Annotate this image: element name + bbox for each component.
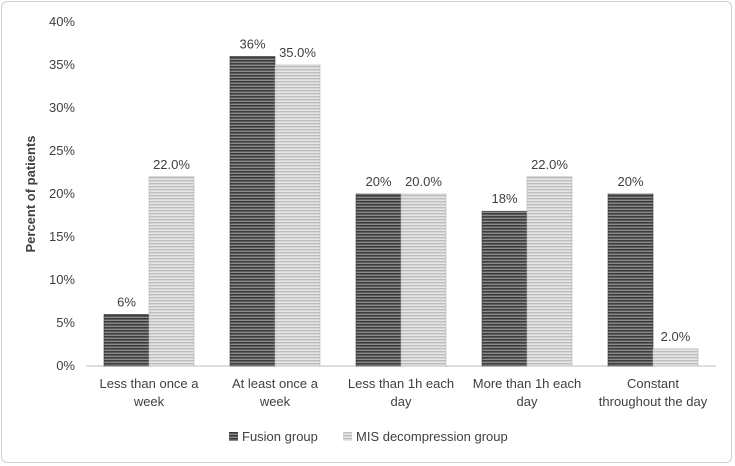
y-tick-label: 20% bbox=[49, 186, 75, 201]
y-tick-label: 40% bbox=[49, 14, 75, 29]
bar-mis-0 bbox=[148, 176, 195, 367]
y-tick-label: 5% bbox=[56, 315, 75, 330]
y-tick-label: 35% bbox=[49, 57, 75, 72]
data-label: 35.0% bbox=[279, 45, 316, 60]
bar-mis-3 bbox=[526, 176, 573, 367]
category-label: throughout the day bbox=[599, 394, 708, 409]
legend-label: Fusion group bbox=[242, 429, 318, 444]
data-label: 20.0% bbox=[405, 174, 442, 189]
bar-fusion-4 bbox=[607, 193, 654, 367]
category-labels: Less than once a week At least once a week L… bbox=[99, 376, 707, 409]
data-label: 36% bbox=[239, 36, 265, 51]
data-label: 2.0% bbox=[661, 329, 691, 344]
bar-mis-2 bbox=[400, 193, 447, 367]
data-label: 20% bbox=[617, 174, 643, 189]
y-tick-label: 25% bbox=[49, 143, 75, 158]
y-axis-label: Percent of patients bbox=[23, 135, 38, 252]
bar-fusion-3 bbox=[481, 210, 528, 367]
bar-mis-4 bbox=[652, 348, 699, 367]
category-label: week bbox=[133, 394, 165, 409]
category-label: Less than 1h each bbox=[348, 376, 454, 391]
bar-fusion-1 bbox=[229, 56, 276, 367]
data-label: 20% bbox=[365, 174, 391, 189]
y-tick-label: 30% bbox=[49, 100, 75, 115]
legend-swatch bbox=[229, 432, 238, 441]
bar-fusion-0 bbox=[103, 314, 150, 367]
bars bbox=[103, 56, 699, 367]
category-label: More than 1h each bbox=[473, 376, 581, 391]
y-tick-label: 10% bbox=[49, 272, 75, 287]
category-label: day bbox=[517, 394, 538, 409]
bar-mis-1 bbox=[274, 64, 321, 367]
data-labels: 6% 22.0% 36% 35.0% 20% 20.0% 18% 22.0% 20% 2.0% bbox=[117, 36, 691, 343]
bar-fusion-2 bbox=[355, 193, 402, 367]
data-label: 22.0% bbox=[531, 157, 568, 172]
data-label: 6% bbox=[117, 294, 136, 309]
y-axis-ticks: 0% 5% 10% 15% 20% 25% 30% 35% 40% bbox=[49, 14, 75, 373]
legend-swatch bbox=[343, 432, 352, 441]
category-label: Less than once a bbox=[99, 376, 199, 391]
legend-label: MIS decompression group bbox=[356, 429, 508, 444]
y-tick-label: 15% bbox=[49, 229, 75, 244]
category-label: week bbox=[259, 394, 291, 409]
y-tick-label: 0% bbox=[56, 358, 75, 373]
category-label: day bbox=[391, 394, 412, 409]
category-label: At least once a bbox=[232, 376, 319, 391]
data-label: 18% bbox=[491, 191, 517, 206]
legend: Fusion group MIS decompression group bbox=[229, 429, 508, 444]
data-label: 22.0% bbox=[153, 157, 190, 172]
category-label: Constant bbox=[627, 376, 679, 391]
